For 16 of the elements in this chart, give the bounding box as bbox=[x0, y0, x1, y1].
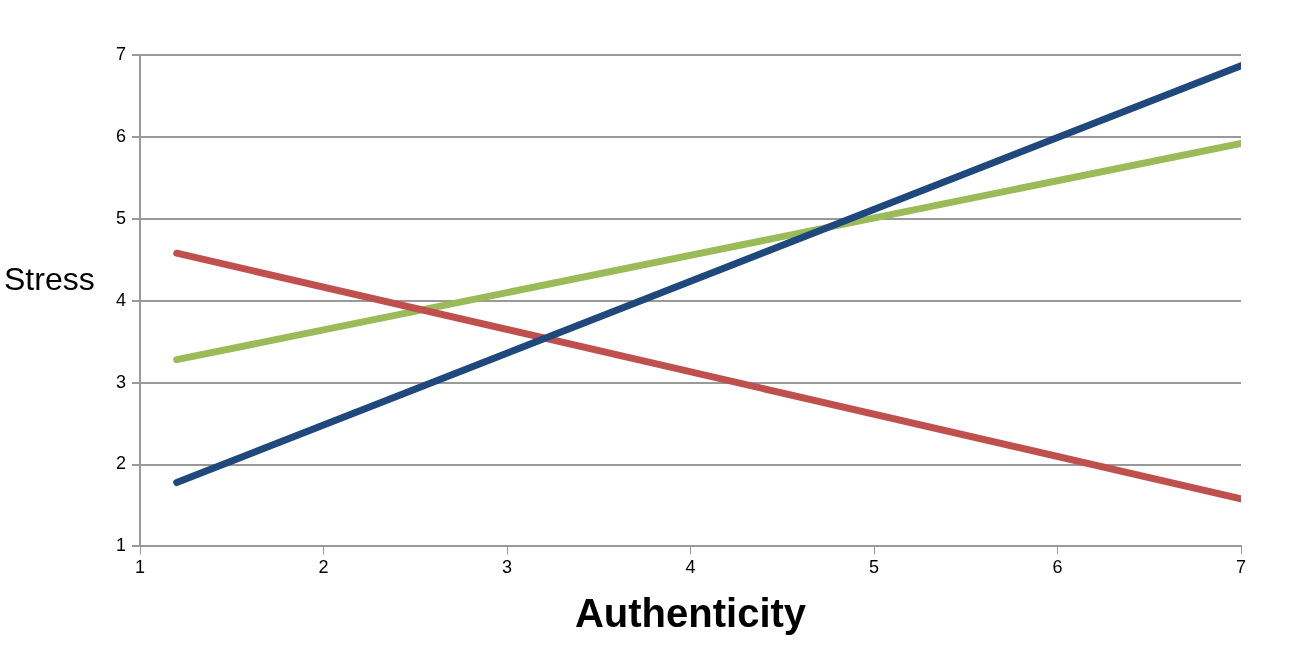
x-tick-label: 2 bbox=[318, 557, 329, 578]
x-tick-label: 1 bbox=[135, 557, 146, 578]
y-tick-label: 2 bbox=[116, 453, 127, 474]
x-tick-label: 3 bbox=[502, 557, 513, 578]
y-axis-title: Stress bbox=[4, 260, 95, 297]
x-tick-label: 4 bbox=[685, 557, 696, 578]
x-tick-label: 7 bbox=[1235, 557, 1247, 578]
y-tick-label: 1 bbox=[116, 535, 127, 556]
x-tick-label: 6 bbox=[1052, 557, 1063, 578]
x-tick-label: 5 bbox=[869, 557, 880, 578]
y-tick-label: 5 bbox=[116, 207, 127, 228]
y-tick-label: 3 bbox=[116, 371, 127, 392]
y-tick-label: 4 bbox=[116, 289, 127, 310]
y-tick-label: 6 bbox=[116, 125, 127, 146]
x-axis-title: Authenticity bbox=[574, 591, 807, 636]
y-tick-label: 7 bbox=[116, 43, 127, 64]
